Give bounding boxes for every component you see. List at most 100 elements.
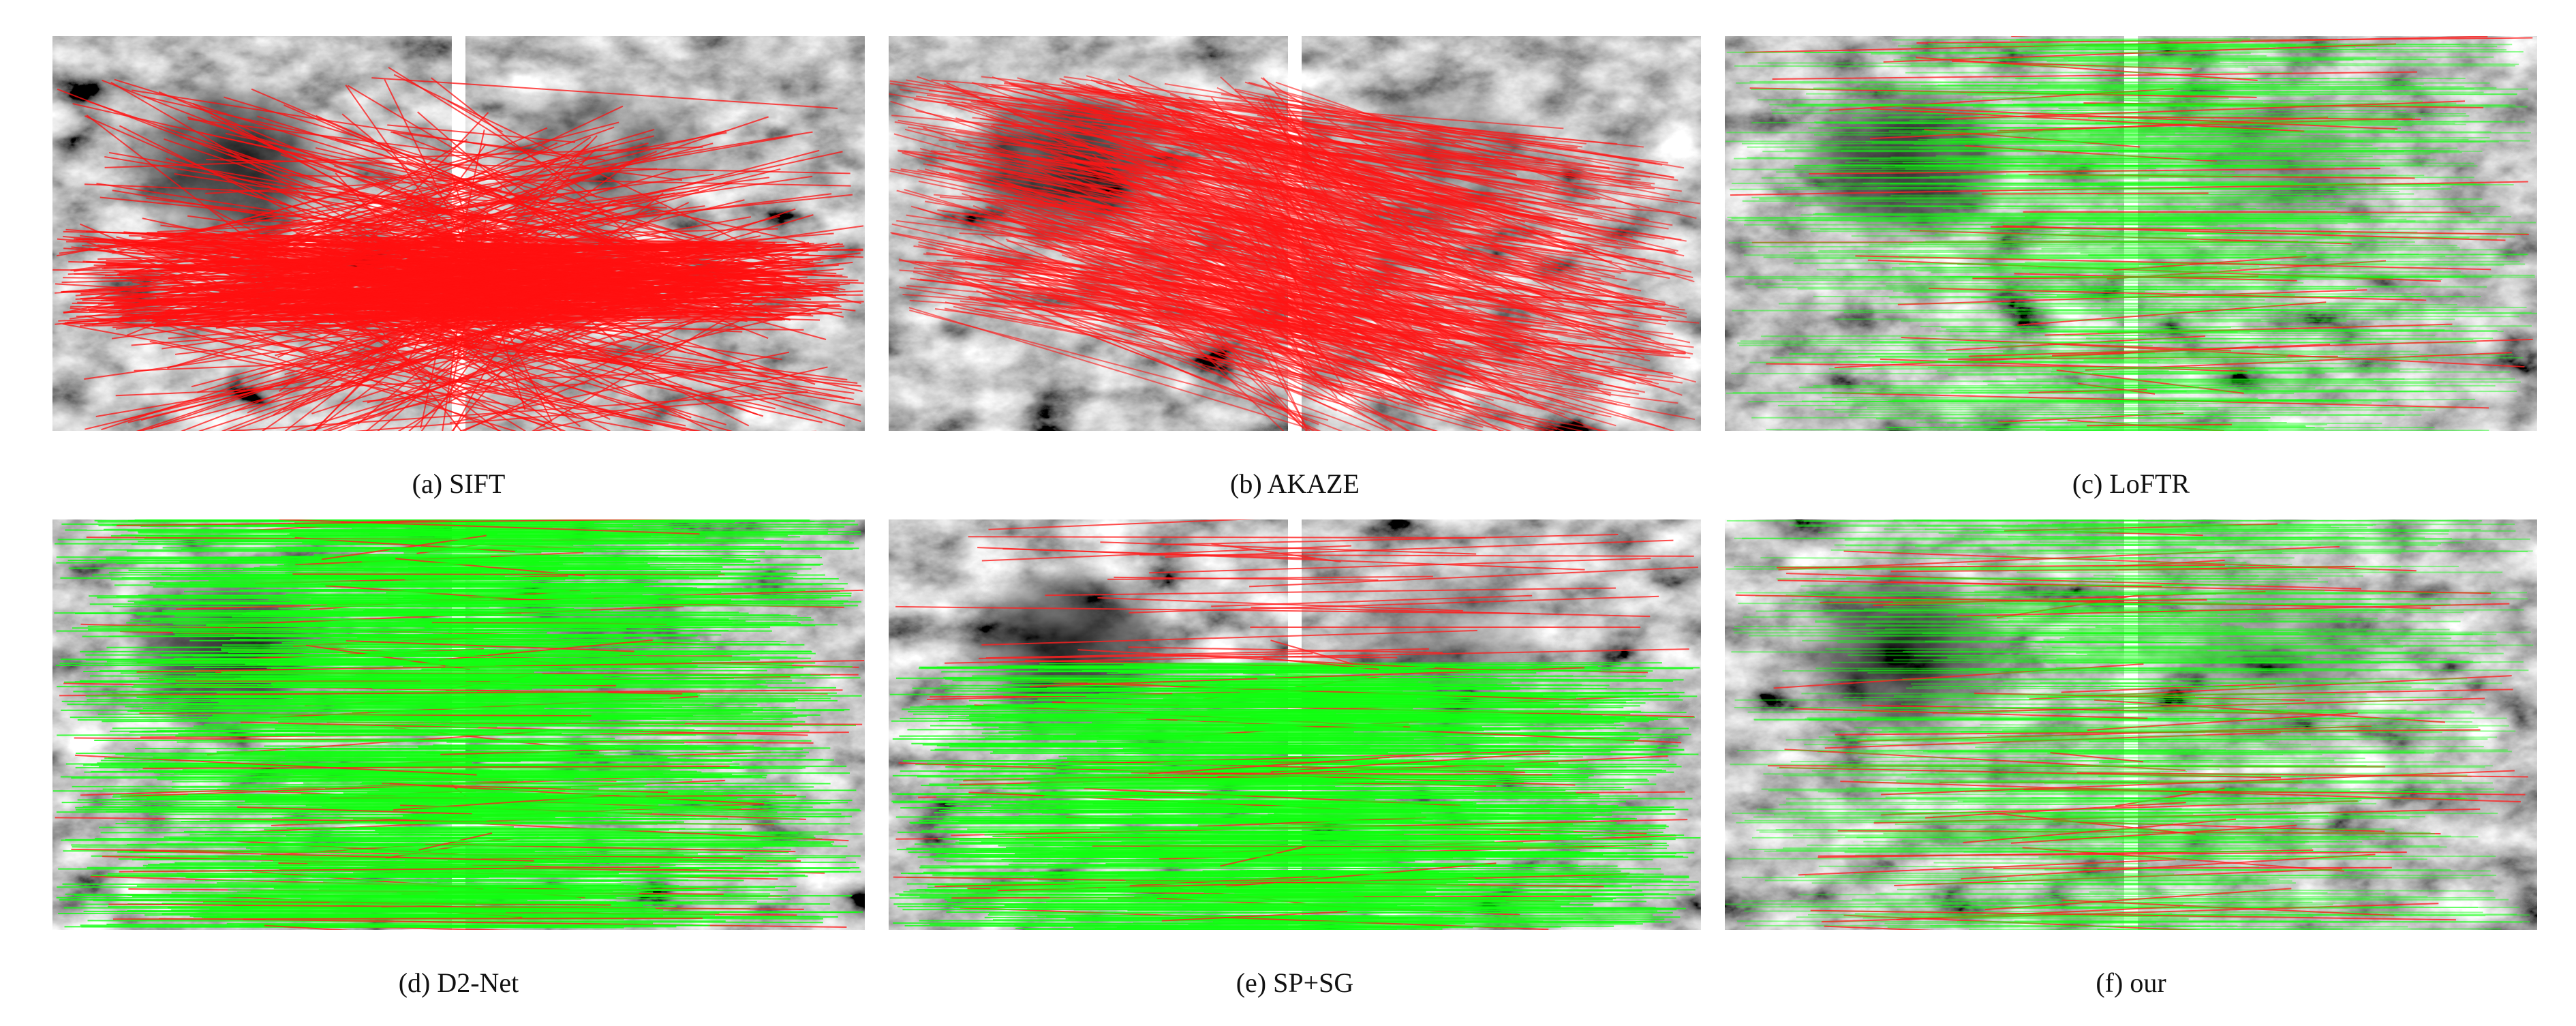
match-line bbox=[305, 315, 846, 399]
match-line bbox=[2043, 639, 2498, 642]
match-line bbox=[1818, 865, 2259, 868]
match-line bbox=[1777, 767, 2220, 770]
match-line bbox=[1817, 183, 2283, 186]
match-line bbox=[1181, 187, 1383, 296]
match-line bbox=[2117, 565, 2355, 571]
match-line bbox=[1963, 851, 2282, 854]
match-line bbox=[1107, 672, 1315, 674]
match-line bbox=[982, 292, 1484, 431]
match-line bbox=[1808, 719, 2155, 721]
match-line bbox=[2002, 225, 2506, 241]
match-line bbox=[1751, 241, 2299, 243]
match-line bbox=[1763, 256, 2508, 259]
match-line bbox=[1239, 190, 1425, 356]
match-line bbox=[405, 866, 517, 869]
match-line bbox=[2053, 609, 2524, 612]
match-line bbox=[1957, 603, 2510, 617]
match-line bbox=[326, 886, 535, 888]
match-line bbox=[2119, 241, 2316, 243]
match-line bbox=[112, 726, 478, 729]
match-line bbox=[1849, 196, 2325, 200]
match-line bbox=[315, 522, 595, 526]
match-line bbox=[1041, 811, 1384, 814]
match-line bbox=[1855, 255, 2491, 271]
match-line bbox=[1743, 615, 2258, 618]
match-line bbox=[1916, 421, 2382, 425]
match-line bbox=[1959, 669, 2529, 672]
match-line bbox=[1730, 764, 2367, 766]
match-line bbox=[1996, 593, 2145, 619]
match-line bbox=[2029, 271, 2461, 273]
match-line bbox=[1882, 793, 2410, 796]
match-line bbox=[993, 134, 1366, 256]
match-line bbox=[1836, 361, 2158, 363]
match-line bbox=[1186, 888, 1513, 891]
match-line bbox=[1785, 593, 2216, 597]
match-line bbox=[1827, 740, 2279, 743]
match-line bbox=[1221, 93, 1471, 136]
match-line bbox=[1745, 282, 2304, 285]
match-line bbox=[1826, 164, 2254, 166]
match-line bbox=[1270, 752, 1550, 773]
match-line bbox=[1815, 621, 2222, 624]
match-line bbox=[99, 549, 622, 552]
match-line bbox=[2102, 761, 2450, 764]
match-line bbox=[1805, 718, 2243, 721]
match-line bbox=[2083, 102, 2484, 108]
match-line bbox=[1959, 611, 2192, 614]
match-line bbox=[377, 306, 521, 431]
match-line bbox=[1918, 90, 2382, 93]
match-line bbox=[369, 663, 495, 666]
match-line bbox=[810, 430, 816, 431]
match-line bbox=[962, 278, 1372, 431]
match-line bbox=[1224, 150, 1633, 238]
match-line bbox=[1735, 594, 2431, 609]
match-line bbox=[1807, 337, 2494, 341]
match-line bbox=[1092, 802, 1477, 805]
match-line bbox=[273, 860, 474, 863]
match-line bbox=[2055, 667, 2352, 670]
match-line bbox=[1165, 146, 1555, 301]
match-line bbox=[228, 153, 743, 314]
match-line bbox=[2099, 382, 2436, 384]
match-line bbox=[2120, 143, 2373, 147]
match-line bbox=[2074, 530, 2203, 537]
match-line bbox=[2028, 389, 2147, 393]
match-line bbox=[906, 284, 1670, 354]
match-line bbox=[1881, 800, 2358, 816]
match-line bbox=[296, 233, 637, 284]
match-line bbox=[1824, 731, 2281, 749]
match-line bbox=[948, 854, 1676, 857]
match-line bbox=[1219, 886, 1437, 890]
match-line bbox=[430, 254, 508, 279]
match-line bbox=[1932, 815, 2329, 817]
match-line bbox=[1979, 267, 2232, 271]
match-line bbox=[2086, 337, 2474, 341]
match-line bbox=[2046, 61, 2220, 63]
match-line bbox=[2084, 88, 2528, 91]
match-line bbox=[1794, 205, 2500, 208]
match-line bbox=[1944, 100, 2466, 120]
match-line bbox=[251, 88, 736, 297]
match-line bbox=[1892, 387, 2261, 389]
match-line bbox=[1212, 160, 1538, 261]
match-line bbox=[1873, 808, 2481, 824]
match-line bbox=[422, 635, 560, 637]
match-line bbox=[1867, 633, 2497, 635]
match-line bbox=[167, 174, 589, 311]
match-line bbox=[1067, 151, 1444, 269]
match-line bbox=[1132, 813, 1676, 816]
match-line bbox=[1932, 697, 2485, 714]
match-line bbox=[403, 815, 845, 818]
match-line bbox=[1109, 190, 1666, 303]
match-line bbox=[1963, 818, 2237, 844]
match-line bbox=[1732, 309, 2458, 312]
match-line bbox=[2088, 253, 2419, 256]
match-line bbox=[307, 818, 800, 821]
match-line bbox=[164, 584, 823, 586]
match-line bbox=[2042, 128, 2279, 132]
match-line bbox=[246, 847, 671, 849]
match-line bbox=[342, 287, 570, 305]
match-line bbox=[270, 798, 544, 801]
match-line bbox=[1772, 71, 2418, 80]
